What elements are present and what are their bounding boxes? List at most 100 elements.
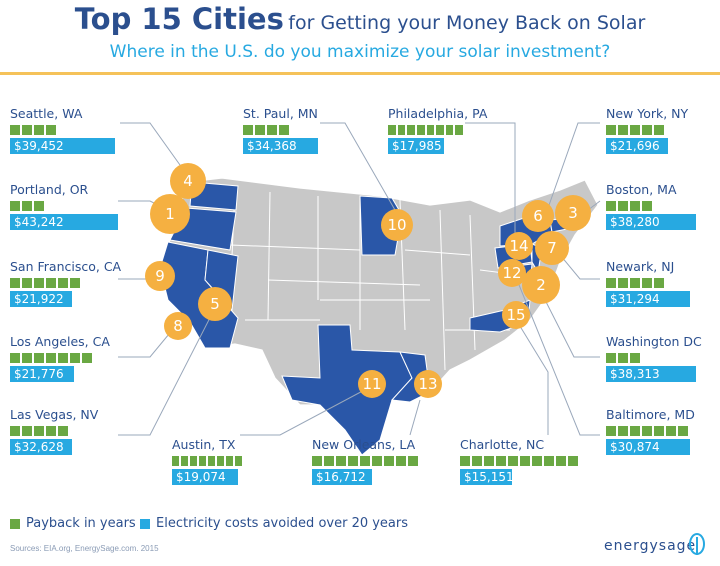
city-name: Newark, NJ (606, 259, 675, 274)
city-card-portland: Portland, OR $43,242 (10, 182, 120, 230)
rank-marker-8: 8 (164, 312, 192, 340)
city-name: Portland, OR (10, 182, 89, 197)
city-card-philadelphia: Philadelphia, PA $17,985 (388, 106, 488, 154)
brand-logo-text: energysage (604, 538, 697, 554)
payback-square (348, 456, 358, 466)
city-card-charlotte: Charlotte, NC $15,151 (460, 437, 580, 485)
city-name: Boston, MA (606, 182, 677, 197)
payback-bar (10, 278, 125, 288)
cost-bar: $31,294 (606, 291, 690, 307)
rank-marker-label: 3 (568, 204, 578, 222)
payback-square (46, 426, 56, 436)
payback-square (416, 125, 425, 135)
rank-marker-9: 9 (145, 261, 175, 291)
payback-square (34, 426, 44, 436)
page-title: Top 15 Cities for Getting your Money Bac… (0, 2, 720, 36)
payback-square (384, 456, 394, 466)
payback-bar (10, 201, 120, 211)
city-name: Baltimore, MD (606, 407, 695, 422)
city-name: Seattle, WA (10, 106, 83, 121)
cost-bar: $38,280 (606, 214, 696, 230)
payback-square (199, 456, 206, 466)
legend-cost-label: Electricity costs avoided over 20 years (156, 516, 409, 531)
payback-square (22, 353, 32, 363)
payback-square (606, 426, 616, 436)
cost-bar: $21,696 (606, 138, 668, 154)
rank-marker-3: 3 (555, 195, 591, 231)
rank-marker-label: 5 (210, 295, 220, 313)
payback-square (22, 426, 32, 436)
payback-square (630, 201, 640, 211)
payback-square (34, 278, 44, 288)
rank-marker-label: 14 (509, 237, 528, 255)
city-card-austin: Austin, TX $19,074 (172, 437, 242, 485)
rank-marker-5: 5 (198, 287, 232, 321)
city-card-los-angeles: Los Angeles, CA $21,776 (10, 334, 120, 382)
title-main: Top 15 Cities (74, 2, 284, 36)
payback-square (226, 456, 233, 466)
rank-marker-label: 6 (533, 207, 543, 225)
payback-square (642, 201, 652, 211)
payback-square (82, 353, 92, 363)
payback-square (508, 456, 518, 466)
payback-square (455, 125, 463, 135)
city-card-boston: Boston, MA $38,280 (606, 182, 696, 230)
payback-square (208, 456, 215, 466)
city-card-new-york: New York, NY $21,696 (606, 106, 688, 154)
payback-square (360, 456, 370, 466)
cost-bar: $21,776 (10, 366, 74, 382)
city-name: Las Vegas, NV (10, 407, 99, 422)
city-name: Los Angeles, CA (10, 334, 110, 349)
cost-bar: $34,368 (243, 138, 318, 154)
payback-bar (460, 456, 580, 466)
payback-square (606, 353, 616, 363)
payback-square (235, 456, 242, 466)
cost-bar: $38,313 (606, 366, 696, 382)
page-subtitle: Where in the U.S. do you maximize your s… (109, 42, 611, 62)
rank-marker-circle (555, 195, 591, 231)
rank-marker-label: 4 (183, 172, 193, 190)
rank-marker-15: 15 (502, 301, 530, 329)
rank-marker-4: 4 (170, 163, 206, 199)
legend-payback-label: Payback in years (26, 516, 136, 531)
payback-bar (388, 125, 463, 135)
payback-bar (606, 426, 701, 436)
rank-marker-circle (498, 259, 526, 287)
payback-bar (10, 125, 115, 135)
payback-square (279, 125, 289, 135)
payback-square (496, 456, 506, 466)
payback-square (58, 426, 68, 436)
payback-square (396, 456, 406, 466)
payback-square (58, 353, 68, 363)
payback-bar (606, 125, 686, 135)
payback-square (678, 426, 688, 436)
payback-square (243, 125, 253, 135)
payback-square (34, 353, 44, 363)
source-note: Sources: EIA.org, EnergySage.com. 2015 (10, 544, 159, 553)
payback-square (556, 456, 566, 466)
payback-square (388, 125, 396, 135)
rank-marker-1: 1 (150, 194, 190, 234)
rank-marker-label: 10 (387, 216, 406, 234)
rank-marker-circle (414, 370, 442, 398)
rank-marker-circle (522, 200, 554, 232)
city-name: Philadelphia, PA (388, 106, 488, 121)
payback-square (22, 201, 32, 211)
payback-square (642, 278, 652, 288)
rank-marker-14: 14 (505, 232, 533, 260)
payback-bar (606, 353, 701, 363)
payback-square (630, 278, 640, 288)
rank-marker-label: 13 (418, 375, 437, 393)
payback-square (606, 125, 616, 135)
payback-square (22, 125, 32, 135)
payback-square (426, 125, 435, 135)
legend-swatch-green (10, 518, 20, 529)
rank-marker-circle (381, 209, 413, 241)
rank-marker-circle (522, 266, 560, 304)
rank-marker-11: 11 (358, 370, 386, 398)
payback-bar (606, 278, 691, 288)
payback-square (618, 125, 628, 135)
payback-square (217, 456, 224, 466)
